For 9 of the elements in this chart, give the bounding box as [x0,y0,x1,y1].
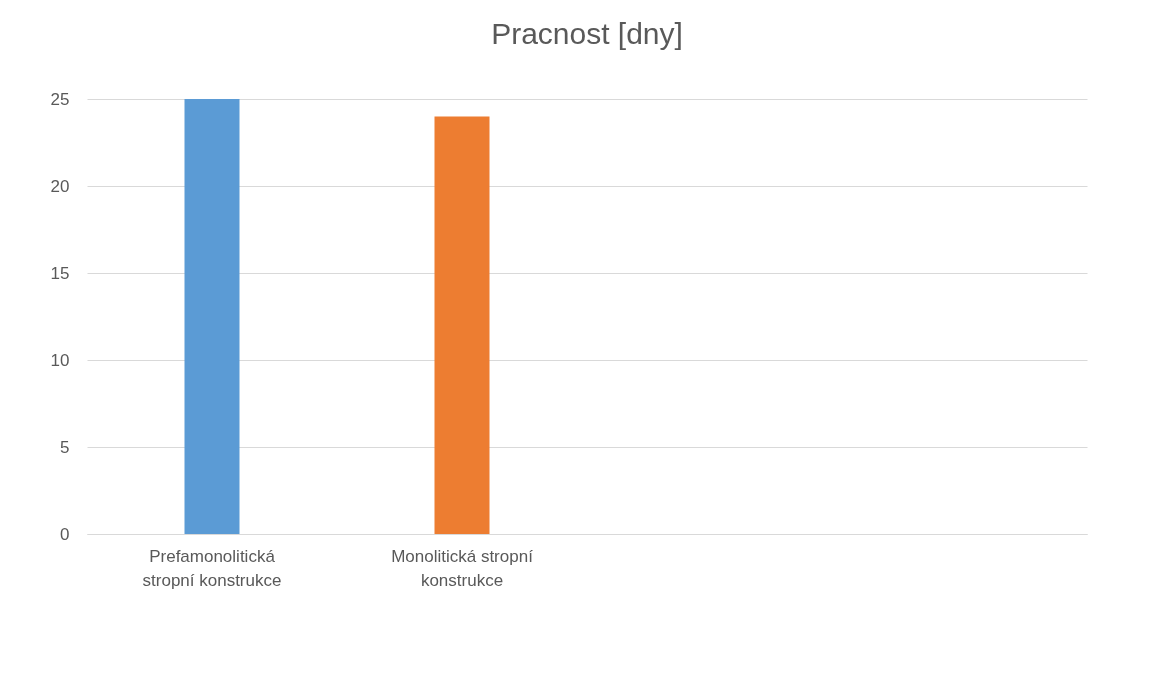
y-tick-label: 25 [50,89,70,109]
y-tick-label: 0 [60,524,70,544]
y-tick-label: 15 [50,263,70,283]
x-tick-label: Prefamonolitická stropní konstrukce [142,546,282,590]
y-tick-label: 5 [60,437,70,457]
y-tick-label: 10 [50,350,70,370]
y-tick-label: 20 [50,176,70,196]
chart-title: Pracnost [dny] [491,17,683,50]
x-tick-label: Monolitická stropní konstrukce [391,546,534,590]
